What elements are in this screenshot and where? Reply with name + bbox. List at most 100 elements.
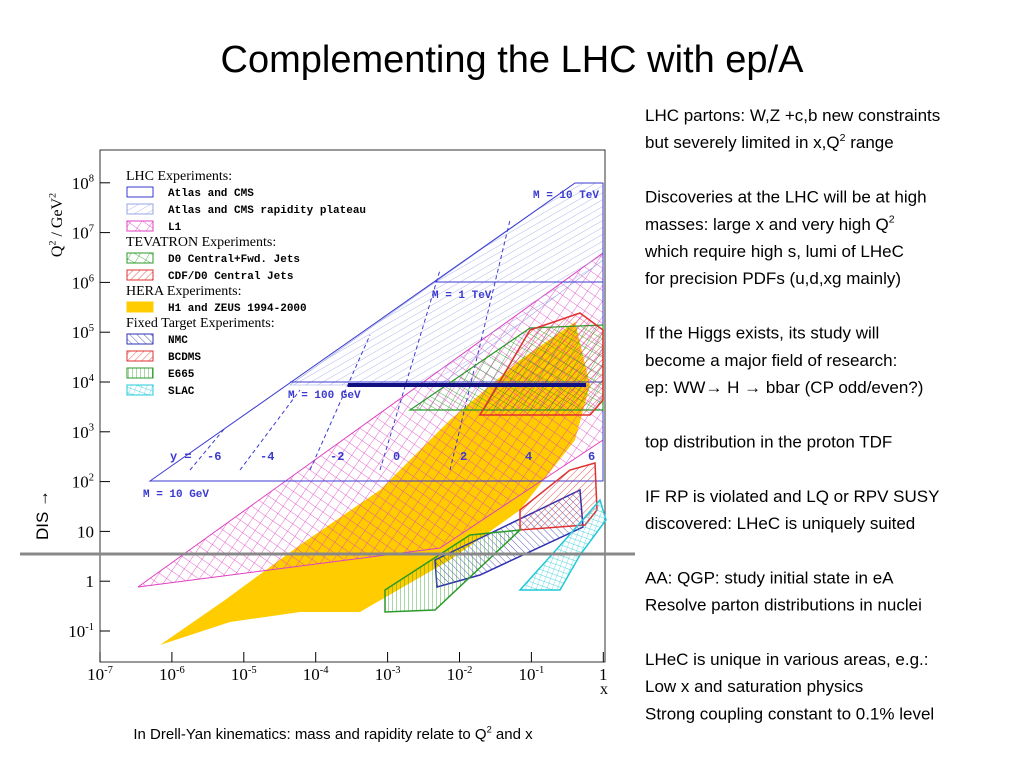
legend-item: L1 <box>168 222 182 234</box>
text-segment: 10 <box>231 665 248 684</box>
text-segment: which require high s, lumi of LHeC <box>644 242 904 261</box>
y-tick-label: 107 <box>72 223 94 242</box>
superscript: -3 <box>392 665 401 676</box>
legend-header: HERA Experiments: <box>126 284 242 299</box>
legend-item: E665 <box>168 369 195 381</box>
text-segment: 10 <box>72 224 89 243</box>
text-segment: 10 <box>72 373 89 392</box>
text-segment: Discoveries at the LHC will be at high <box>645 188 927 207</box>
text-segment: 10 <box>72 273 89 292</box>
legend-item: NMC <box>168 335 188 347</box>
superscript: 3 <box>89 423 94 434</box>
text-segment: LHeC is unique in various areas, e.g.: <box>645 650 929 669</box>
rapidity-label: 6 <box>588 450 595 464</box>
y-tick-label: 10 <box>77 522 94 541</box>
note-line: become a major field of research: <box>645 351 897 370</box>
y-tick-label: 10-1 <box>68 622 94 641</box>
x-axis-label: x <box>600 681 608 698</box>
text-segment: IF RP is violated and LQ or RPV SUSY <box>645 487 939 506</box>
atlas-cms-region <box>148 182 604 482</box>
plot-frame <box>99 149 606 663</box>
text-segment: 10 <box>72 473 89 492</box>
text-segment: If the Higgs exists, its study will <box>645 324 879 343</box>
rapidity-lines <box>189 219 511 471</box>
note-line: If the Higgs exists, its study will <box>645 324 879 343</box>
slac-region <box>518 498 607 591</box>
note-line: for precision PDFs (u,d,xg mainly) <box>645 269 901 288</box>
text-segment: 10 <box>77 522 94 541</box>
text-segment: 1 <box>599 665 608 684</box>
text-segment: range <box>846 133 894 152</box>
text-segment: 1 <box>86 572 95 591</box>
mass-label: M = 10 GeV <box>143 489 209 501</box>
mass-label: M = 1 TeV <box>432 290 492 302</box>
note-line: masses: large x and very high Q2 <box>645 214 895 234</box>
superscript: -6 <box>176 665 185 676</box>
legend-swatch <box>126 220 154 232</box>
text-segment: LHC partons: W,Z +c,b new constraints <box>645 106 940 125</box>
text-segment: become a major field of research: <box>645 351 897 370</box>
legend-header: TEVATRON Experiments: <box>126 235 276 250</box>
text-segment: ep: WW→ H → bbar (CP odd/even?) <box>645 378 923 397</box>
kinematic-plot <box>99 149 607 663</box>
text-segment: for precision PDFs (u,d,xg mainly) <box>645 269 901 288</box>
text-segment: Resolve parton distributions in nuclei <box>645 596 922 615</box>
rapidity-label: y = <box>170 450 192 464</box>
x-tick-label: 10-6 <box>159 665 185 684</box>
legend-header: LHC Experiments: <box>126 169 232 184</box>
text-segment: discovered: LHeC is uniquely suited <box>645 514 915 533</box>
legend-item: H1 and ZEUS 1994-2000 <box>168 303 307 315</box>
text-segment: 10 <box>72 323 89 342</box>
text-segment: 10 <box>519 665 536 684</box>
x-tick-label: 1 <box>599 665 608 684</box>
superscript: -1 <box>85 622 94 633</box>
superscript: 2 <box>487 725 492 735</box>
text-segment: masses: large x and very high Q <box>645 215 889 234</box>
text-segment: 10 <box>68 622 85 641</box>
text-segment: Low x and saturation physics <box>645 677 863 696</box>
note-line: AA: QGP: study initial state in eA <box>645 568 894 587</box>
y-tick-label: 108 <box>72 174 94 193</box>
y-tick-label: 104 <box>72 373 95 392</box>
note-line: discovered: LHeC is uniquely suited <box>645 514 915 533</box>
y-tick-label: 103 <box>72 423 94 442</box>
text-segment: Strong coupling constant to 0.1% level <box>645 704 934 723</box>
legend-swatch <box>126 367 154 379</box>
note-line: IF RP is violated and LQ or RPV SUSY <box>645 487 939 506</box>
superscript: 7 <box>89 223 94 234</box>
x-tick-label: 10-5 <box>231 665 257 684</box>
text-segment: 10 <box>447 665 464 684</box>
y-axis-label: Q2 / GeV2 <box>47 193 66 257</box>
x-tick-label: 10-1 <box>519 665 545 684</box>
note-line: Strong coupling constant to 0.1% level <box>645 704 934 723</box>
text-segment: / GeV <box>49 197 66 240</box>
superscript: 2 <box>889 214 895 226</box>
legend-swatch <box>126 301 154 313</box>
note-line: but severely limited in x,Q2 range <box>645 132 894 152</box>
text-segment: 10 <box>375 665 392 684</box>
y-tick-label: 106 <box>72 273 94 292</box>
legend-swatch <box>126 333 154 345</box>
text-segment: 10 <box>87 665 104 684</box>
legend-swatch <box>126 350 154 362</box>
legend-item: Atlas and CMS rapidity plateau <box>168 205 366 217</box>
legend-swatch <box>126 252 154 264</box>
text-segment: and x <box>492 726 533 743</box>
text-segment: Q <box>49 245 66 257</box>
rapidity-label: -4 <box>260 450 274 464</box>
text-segment: but severely limited in x,Q <box>645 133 840 152</box>
dis-label: DIS → <box>33 490 52 540</box>
text-segment: In Drell-Yan kinematics: mass and rapidi… <box>133 726 486 743</box>
note-line: LHeC is unique in various areas, e.g.: <box>645 650 929 669</box>
e665-region <box>384 529 523 613</box>
note-line: Discoveries at the LHC will be at high <box>645 188 927 207</box>
legend-item: BCDMS <box>168 352 201 364</box>
x-tick-label: 10-4 <box>303 665 330 684</box>
note-line: ep: WW→ H → bbar (CP odd/even?) <box>645 378 923 397</box>
legend-item: Atlas and CMS <box>168 188 254 200</box>
superscript: -5 <box>248 665 257 676</box>
legend-swatch <box>126 203 154 215</box>
rapidity-label: 0 <box>393 450 400 464</box>
text-segment: 10 <box>159 665 176 684</box>
